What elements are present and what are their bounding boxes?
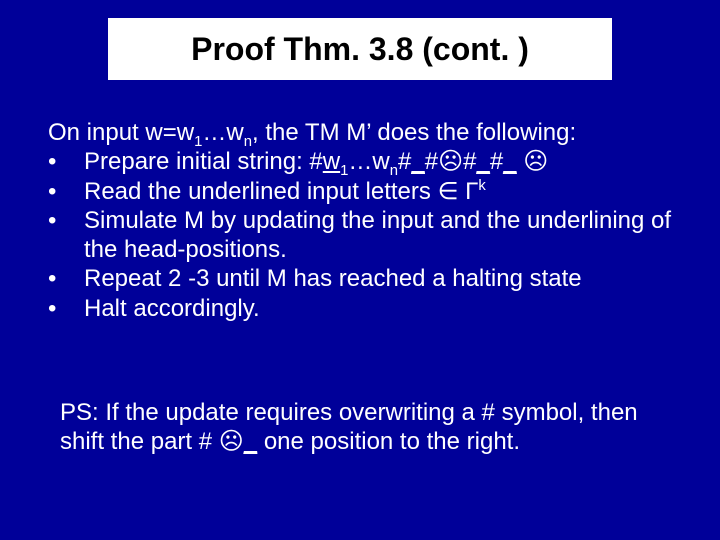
bullet-5-text: Halt accordingly.: [84, 294, 678, 323]
bullet-1: • Prepare initial string: #w1…wn#_#☹#_#_…: [48, 147, 678, 176]
b1-hash-a: #: [398, 148, 411, 175]
sad-face-icon: ☹: [523, 148, 548, 175]
ps-blank: _: [244, 428, 257, 455]
sad-face-icon: ☹: [219, 428, 244, 455]
intro-mid: …w: [202, 119, 243, 146]
b1-blank-3: _: [503, 148, 516, 175]
b2-sup-k: k: [478, 178, 485, 194]
bullet-3-text: Simulate M by updating the input and the…: [84, 206, 678, 265]
b1-blank-2: _: [477, 148, 490, 175]
b2-a: Read the underlined input letters: [84, 178, 438, 205]
bullet-1-text: Prepare initial string: #w1…wn#_#☹#_#_ ☹: [84, 147, 678, 176]
slide-title: Proof Thm. 3.8 (cont. ): [191, 31, 529, 68]
intro-prefix: On input w=w: [48, 119, 194, 146]
title-box: Proof Thm. 3.8 (cont. ): [108, 18, 612, 80]
bullet-4: • Repeat 2 -3 until M has reached a halt…: [48, 264, 678, 293]
bullet-mark: •: [48, 147, 84, 176]
slide: Proof Thm. 3.8 (cont. ) On input w=w1…wn…: [0, 0, 720, 540]
bullet-5: • Halt accordingly.: [48, 294, 678, 323]
b1-hash-d: #: [490, 148, 503, 175]
bullet-mark: •: [48, 264, 84, 293]
sad-face-icon: ☹: [438, 148, 463, 175]
b1-hash-b: #: [425, 148, 438, 175]
b1-w-underlined: w: [323, 148, 340, 175]
gamma-symbol: Γ: [465, 178, 478, 205]
intro-suffix: , the TM M’ does the following:: [252, 119, 576, 146]
postscript: PS: If the update requires overwriting a…: [60, 398, 676, 457]
body-text: On input w=w1…wn, the TM M’ does the fol…: [48, 118, 678, 323]
ps-b: one position to the right.: [257, 428, 520, 455]
bullet-2-text: Read the underlined input letters ∈ Γk: [84, 177, 678, 206]
b1-prefix: Prepare initial string: #: [84, 148, 323, 175]
b1-mid: …w: [348, 148, 389, 175]
element-of-symbol: ∈: [438, 178, 459, 205]
bullet-mark: •: [48, 177, 84, 206]
bullet-2: • Read the underlined input letters ∈ Γk: [48, 177, 678, 206]
bullet-4-text: Repeat 2 -3 until M has reached a haltin…: [84, 264, 678, 293]
b1-hash-c: #: [463, 148, 476, 175]
bullet-mark: •: [48, 206, 84, 235]
intro-line: On input w=w1…wn, the TM M’ does the fol…: [48, 118, 678, 147]
b1-blank-1: _: [411, 148, 424, 175]
bullet-3: • Simulate M by updating the input and t…: [48, 206, 678, 265]
bullet-mark: •: [48, 294, 84, 323]
